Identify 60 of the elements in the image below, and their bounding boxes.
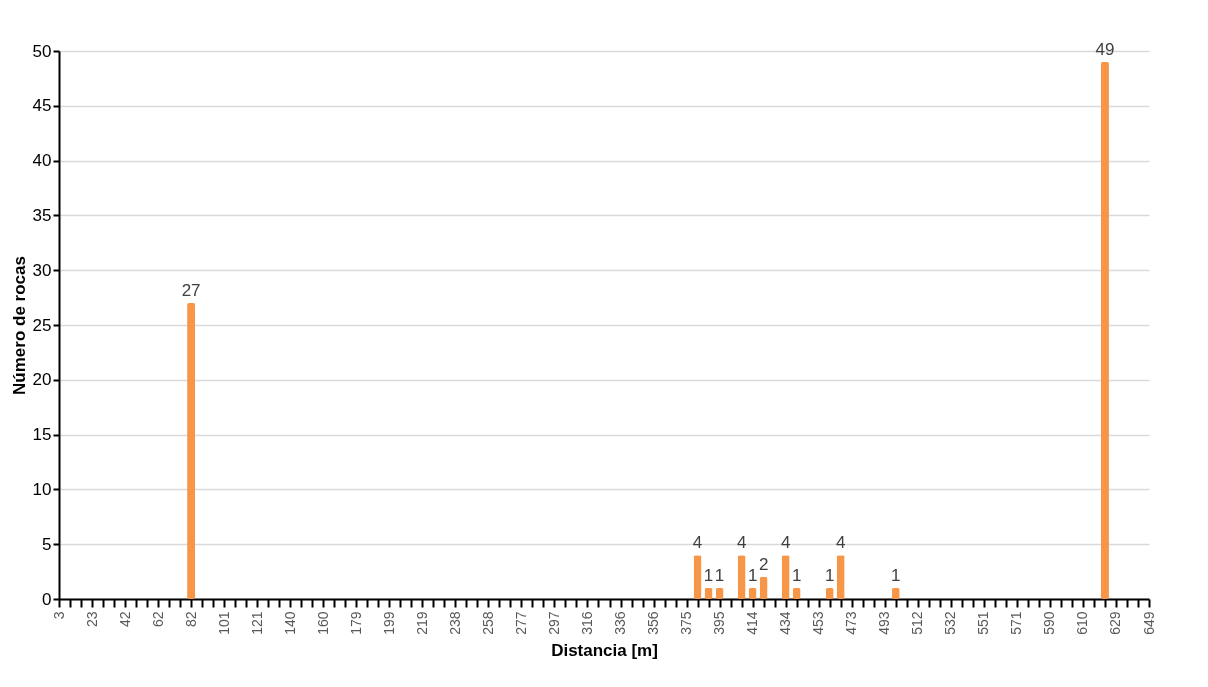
data-label: 4 (692, 533, 703, 553)
x-tick-label: 336 (612, 611, 629, 635)
x-tick-label: 140 (281, 611, 298, 635)
x-tick-label: 590 (1041, 611, 1058, 635)
y-tick-label: 15 (32, 425, 52, 445)
x-tick-label: 473 (843, 611, 860, 635)
y-tick-label: 50 (32, 41, 52, 61)
x-tick-label: 179 (347, 611, 364, 635)
x-tick-label: 629 (1107, 611, 1124, 635)
x-tick-label: 375 (678, 611, 695, 635)
y-tick-label: 10 (32, 479, 52, 499)
x-tick-label: 434 (777, 611, 794, 635)
data-label: 1 (891, 566, 901, 586)
x-tick-label: 297 (545, 611, 562, 635)
y-axis-title: Número de rocas (9, 256, 29, 395)
x-tick-label: 551 (975, 611, 992, 635)
y-tick-label: 35 (32, 205, 52, 225)
x-tick-label: 238 (446, 611, 463, 635)
x-tick-label: 62 (149, 611, 166, 628)
x-tick-label: 42 (116, 611, 133, 628)
y-tick-label: 40 (32, 151, 52, 171)
x-tick-label: 493 (876, 611, 893, 635)
x-tick-label: 121 (248, 611, 265, 635)
x-tick-label: 356 (645, 611, 662, 635)
y-tick-label: 20 (32, 370, 52, 390)
data-label: 1 (703, 566, 714, 586)
x-tick-label: 277 (512, 611, 529, 635)
y-tick-label: 30 (32, 260, 52, 280)
data-label: 49 (1095, 39, 1115, 59)
x-tick-label: 160 (314, 611, 331, 635)
data-label: 1 (747, 566, 758, 586)
x-tick-label: 453 (810, 611, 827, 635)
x-tick-label: 571 (1008, 611, 1025, 635)
data-label: 4 (736, 533, 747, 553)
x-tick-label: 23 (83, 611, 100, 628)
y-tick-label: 5 (42, 534, 52, 554)
data-label: 1 (791, 566, 802, 586)
x-tick-label: 610 (1074, 611, 1091, 635)
x-tick-label: 82 (182, 611, 199, 628)
x-tick-label: 532 (942, 611, 959, 635)
data-label: 4 (835, 533, 846, 553)
y-tick-label: 45 (32, 96, 52, 116)
x-tick-label: 3 (50, 611, 67, 620)
y-tick-label: 0 (42, 589, 52, 609)
data-label: 1 (714, 566, 725, 586)
x-tick-label: 395 (711, 611, 728, 635)
x-axis-title: Distancia [m] (551, 640, 658, 660)
y-tick-label: 25 (32, 315, 52, 335)
x-tick-label: 219 (413, 611, 430, 635)
x-tick-label: 101 (215, 611, 232, 635)
x-tick-label: 414 (744, 611, 761, 635)
x-tick-label: 649 (1140, 611, 1157, 635)
x-tick-label: 316 (578, 611, 595, 635)
data-label: 1 (824, 566, 835, 586)
data-label: 2 (758, 555, 769, 575)
x-tick-label: 512 (909, 611, 926, 635)
data-label: 4 (780, 533, 791, 553)
data-label: 27 (181, 281, 201, 301)
x-tick-label: 199 (380, 611, 397, 635)
x-tick-label: 258 (479, 611, 496, 635)
